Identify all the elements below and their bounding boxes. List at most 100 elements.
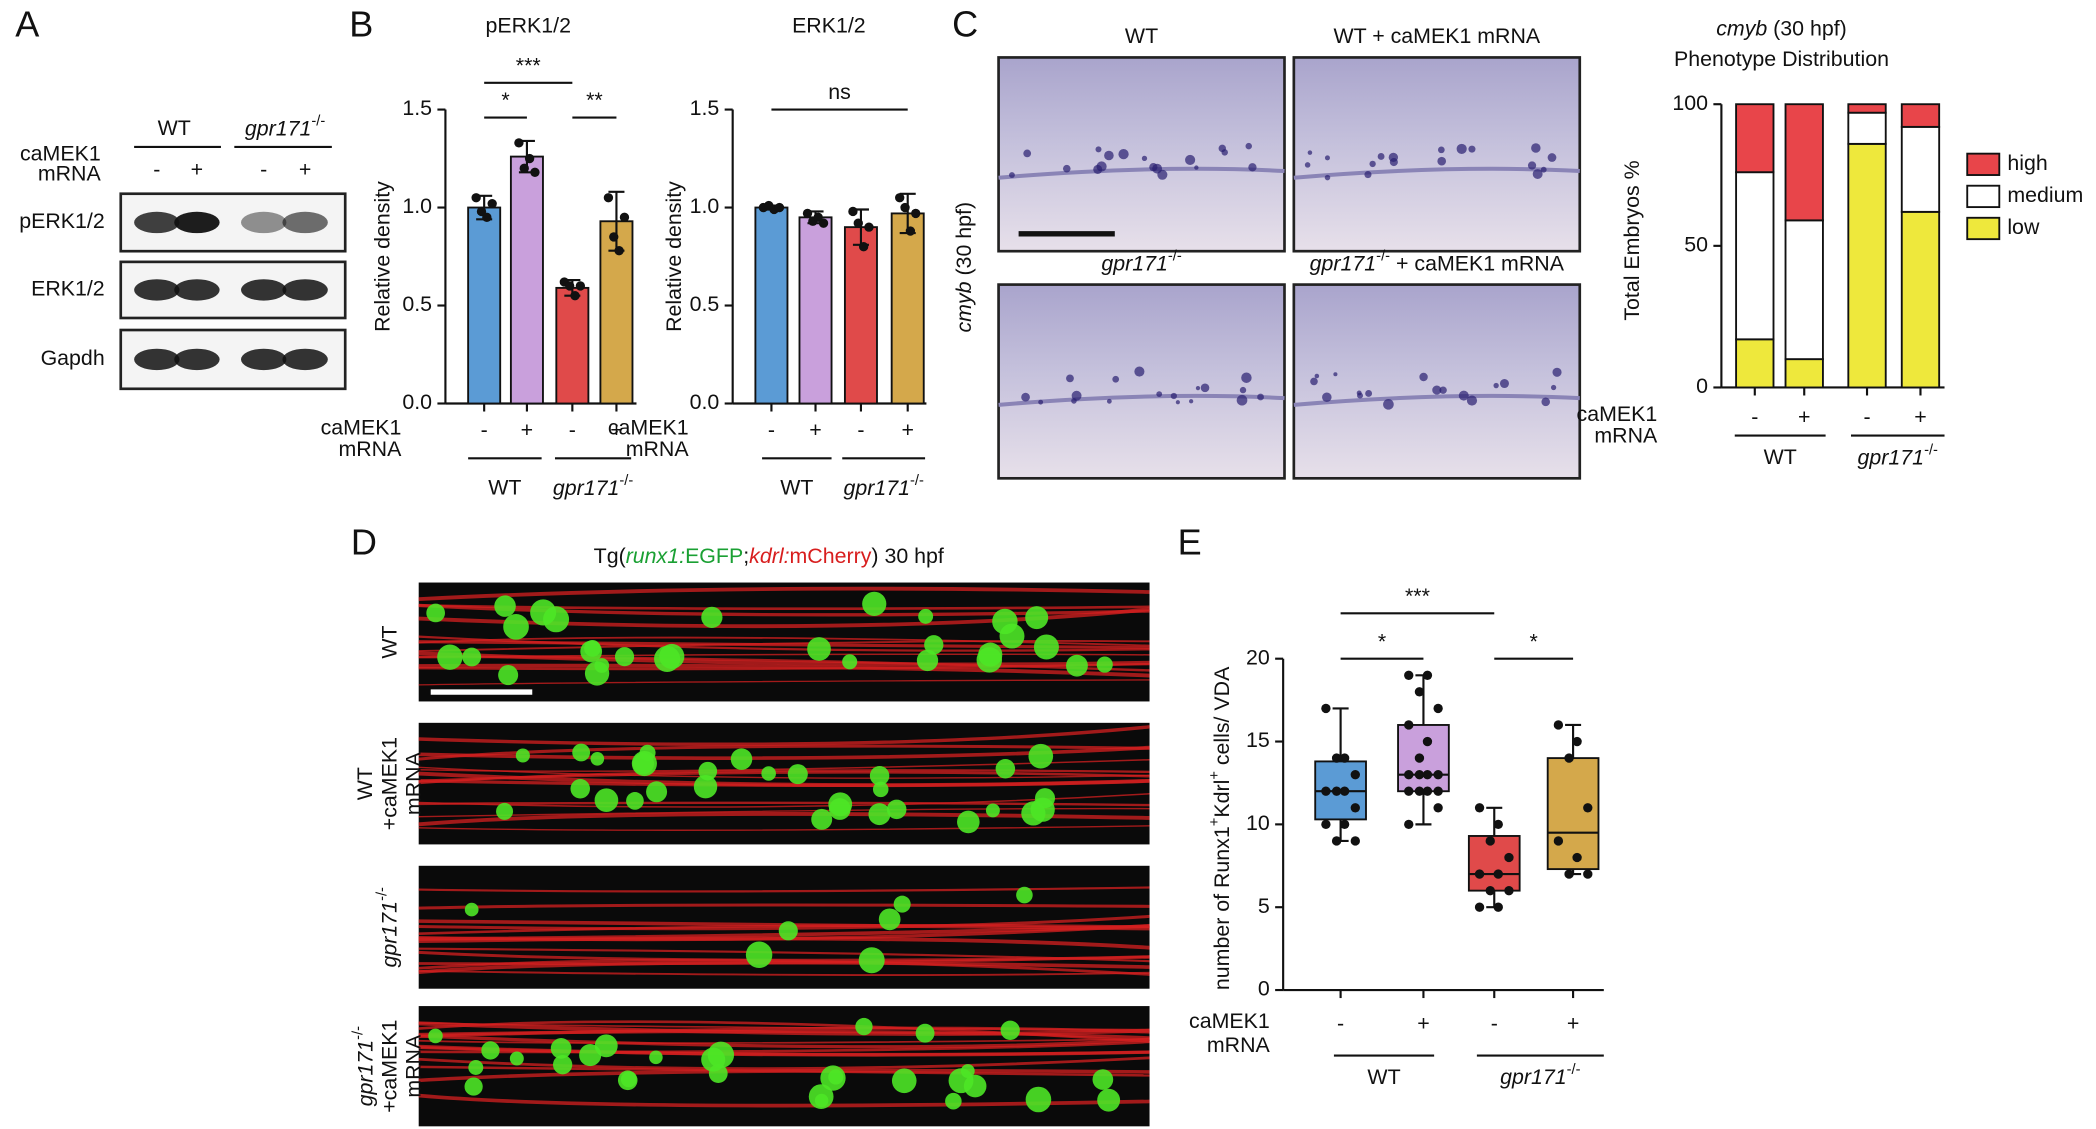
- ish-stain: [1104, 150, 1114, 161]
- data-point: [1493, 869, 1503, 879]
- blot-band: [174, 279, 220, 301]
- egfp-cell: [858, 947, 885, 974]
- image-label-part: + caMEK1 mRNA: [1390, 251, 1565, 275]
- row-label: mRNA: [401, 1034, 425, 1098]
- ish-stain: [1200, 383, 1210, 393]
- ish-image: [997, 283, 1286, 480]
- group-label-part: gpr171: [553, 476, 620, 500]
- ish-stain: [1170, 392, 1177, 400]
- ish-stain: [1541, 397, 1550, 407]
- data-point: [1485, 885, 1495, 896]
- data-point: [1350, 803, 1360, 813]
- x-tick-label: +: [1417, 1011, 1429, 1035]
- row-label: caMEK1: [321, 416, 402, 440]
- stacked-bar-segment: [1847, 142, 1887, 389]
- ish-stain: [1437, 146, 1445, 154]
- egfp-cell: [778, 921, 798, 941]
- ish-stain: [1118, 149, 1129, 160]
- data-point: [1404, 786, 1414, 796]
- blot-band: [134, 211, 180, 234]
- blot-band: [174, 348, 220, 371]
- vessel-signal: [418, 639, 1150, 653]
- ish-stain: [1419, 372, 1428, 382]
- data-point: [1331, 753, 1342, 763]
- group-label: gpr171-/-: [1858, 442, 1938, 469]
- row-label-part: -/-: [375, 887, 391, 901]
- y-tick-label: 1.0: [690, 194, 720, 218]
- blot-label: pERK1/2: [19, 209, 105, 233]
- ish-stain: [1383, 399, 1394, 410]
- egfp-cell: [828, 792, 853, 817]
- data-point: [1404, 769, 1414, 780]
- ish-stain: [1112, 375, 1120, 383]
- x-tick-label: -: [1863, 405, 1870, 429]
- stacked-bar-segment: [1900, 210, 1941, 389]
- row-label: mRNA: [1594, 424, 1658, 448]
- blot-band: [240, 348, 287, 371]
- x-tick-label: +: [1567, 1011, 1579, 1035]
- egfp-cell: [494, 595, 516, 617]
- data-point: [1504, 885, 1514, 896]
- egfp-cell: [503, 613, 529, 640]
- group-label-part: gpr171: [843, 476, 910, 500]
- ish-stain: [1439, 386, 1447, 394]
- side-label-part: (30 hpf): [952, 202, 976, 282]
- blot-label: ERK1/2: [31, 277, 105, 301]
- row-label: mRNA: [401, 751, 425, 815]
- chart-title: ERK1/2: [792, 13, 866, 37]
- x-tick-label: +: [610, 418, 622, 442]
- group-label: gpr171-/-: [1500, 1062, 1580, 1089]
- row-label: caMEK1: [20, 142, 101, 166]
- egfp-cell: [745, 941, 773, 969]
- row-label: gpr171-/-: [375, 887, 402, 967]
- egfp-cell: [496, 802, 514, 820]
- side-label-part: cmyb: [952, 281, 976, 332]
- data-point: [1404, 819, 1414, 830]
- y-tick-label: 100: [1672, 91, 1708, 115]
- data-point: [1474, 902, 1485, 912]
- blot-band: [282, 211, 328, 234]
- ish-stain: [1241, 372, 1252, 383]
- row-label: WT: [353, 767, 377, 800]
- egfp-cell: [1066, 654, 1088, 677]
- y-tick-label: 0.0: [402, 390, 432, 414]
- chart-title-part: cmyb: [1716, 16, 1767, 40]
- data-point: [911, 208, 921, 219]
- egfp-cell: [761, 766, 776, 781]
- egfp-cell: [584, 661, 610, 686]
- ish-stain: [1322, 392, 1332, 403]
- row-label: +caMEK1: [377, 737, 401, 830]
- egfp-cell: [918, 608, 934, 624]
- ish-stain: [1194, 165, 1199, 170]
- egfp-cell: [462, 647, 482, 667]
- significance-label: *: [1378, 629, 1386, 653]
- egfp-cell: [1025, 1086, 1052, 1113]
- vessel-signal: [418, 651, 1150, 667]
- y-tick-label: 1.0: [402, 194, 432, 218]
- egfp-cell: [960, 1064, 975, 1078]
- data-point: [1331, 786, 1342, 796]
- ish-stain: [1134, 366, 1145, 377]
- ish-stain: [1547, 153, 1557, 162]
- vessel-signal: [418, 825, 1150, 831]
- legend-swatch: [1966, 216, 2001, 241]
- y-axis-label: number of Runx1+Kdrl+ cells/ VDA: [1207, 666, 1234, 990]
- vessel-signal: [418, 663, 1150, 678]
- data-point: [530, 167, 540, 177]
- group-label-part: gpr171: [1858, 445, 1925, 469]
- egfp-cell: [594, 788, 619, 813]
- data-point: [1422, 786, 1433, 796]
- ish-stain: [1141, 155, 1148, 162]
- ish-stain: [1369, 160, 1376, 168]
- x-tick-label: -: [768, 418, 775, 442]
- row-label: caMEK1: [608, 416, 689, 440]
- data-point: [614, 245, 624, 256]
- data-point: [1433, 703, 1443, 714]
- blot-band: [240, 279, 287, 301]
- lane-label: -: [260, 158, 267, 182]
- x-tick-label: -: [1337, 1011, 1344, 1035]
- egfp-cell: [693, 775, 718, 799]
- y-axis-label-part: cells/ VDA: [1210, 666, 1234, 771]
- group-label: gpr171-/-: [245, 113, 325, 140]
